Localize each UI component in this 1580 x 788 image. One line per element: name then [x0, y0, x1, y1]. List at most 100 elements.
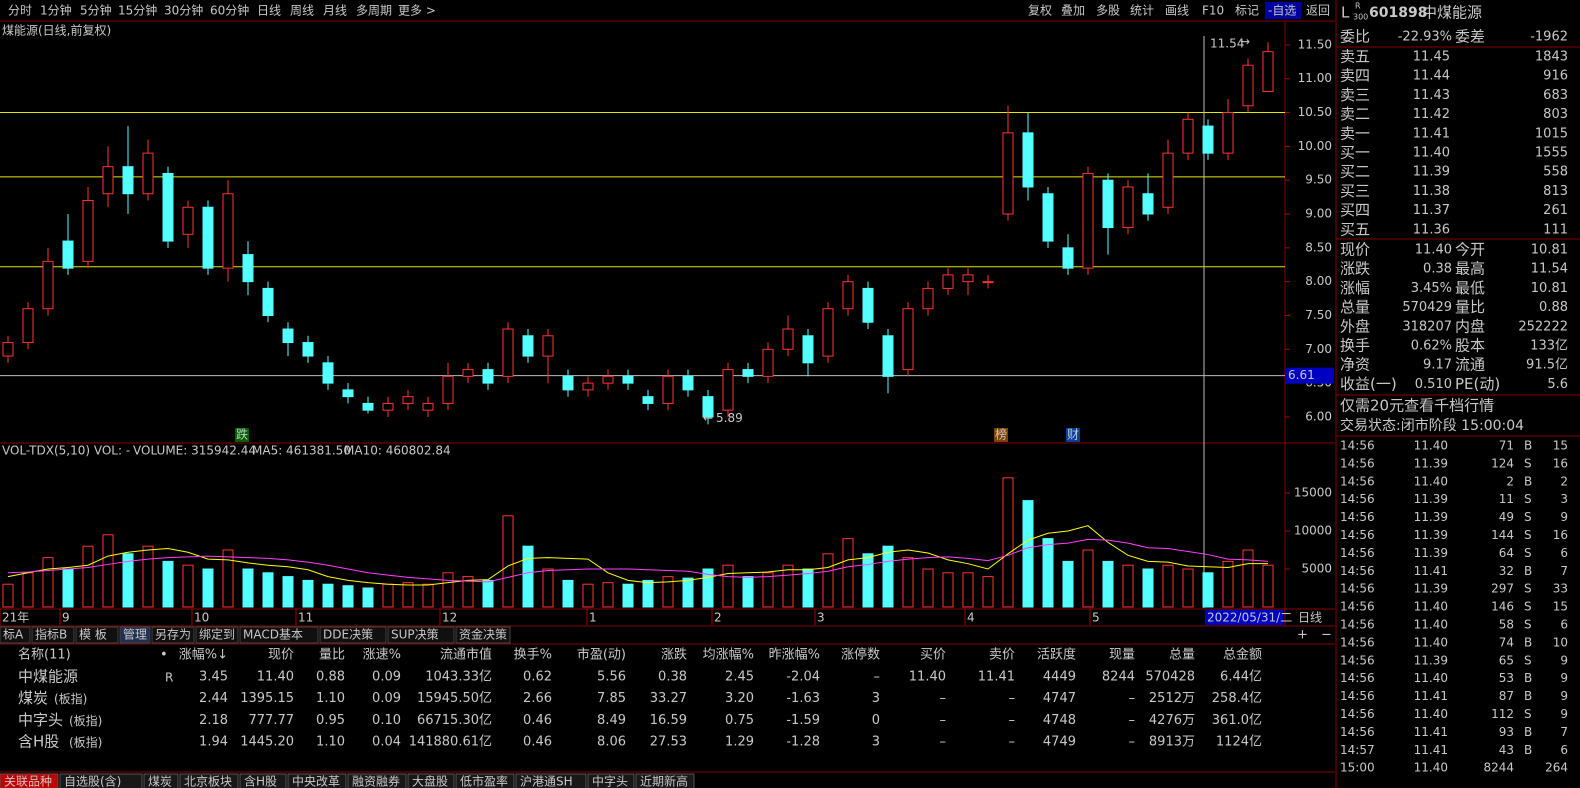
- table-header: 名称(11): [18, 647, 71, 663]
- volume-bar: [82, 545, 94, 608]
- tab-bg: [31, 626, 75, 644]
- toolbar-button[interactable]: 叠加: [1061, 4, 1085, 18]
- volume-bar: [162, 560, 174, 608]
- tick-volume: 2: [1506, 474, 1514, 488]
- toolbar-button[interactable]: 统计: [1130, 4, 1154, 18]
- tick-volume: 65: [1499, 653, 1514, 667]
- period-tab[interactable]: 周线: [290, 4, 314, 18]
- period-tab[interactable]: 日线: [257, 4, 281, 18]
- bottom-tab[interactable]: 关联品种: [4, 775, 52, 788]
- tab-bg: [0, 626, 31, 644]
- tick-time: 14:56: [1340, 635, 1375, 649]
- bottom-tab[interactable]: 融资融券: [352, 774, 400, 788]
- x-tick-label: 9: [62, 611, 70, 625]
- tick-volume: 144: [1491, 528, 1514, 542]
- volume-bar: [862, 553, 874, 608]
- toolbar-button[interactable]: F10: [1202, 4, 1224, 18]
- bottom-tab[interactable]: 低市盈率: [460, 774, 508, 788]
- tab[interactable]: 绑定到: [199, 627, 235, 642]
- tab[interactable]: DDE决策: [323, 628, 373, 642]
- tab-control[interactable]: +: [1297, 628, 1308, 643]
- row-name[interactable]: 含H股: [18, 733, 59, 751]
- stat-value: 5.6: [1547, 377, 1568, 392]
- bottom-tab[interactable]: 含H股: [244, 774, 277, 788]
- volume-bar: [782, 564, 794, 608]
- stat-label: 量比: [1455, 298, 1485, 316]
- marker-bg: [994, 428, 1008, 442]
- cell: 4749: [1043, 735, 1076, 750]
- toolbar-button[interactable]: 画线: [1165, 4, 1189, 18]
- tick-flag: S: [1524, 582, 1532, 596]
- period-tab[interactable]: 60分钟: [210, 3, 249, 18]
- y-tick-label: 9.00: [1305, 207, 1332, 221]
- stock-name: 中煤能源: [1422, 4, 1482, 22]
- toolbar-button[interactable]: 标记: [1235, 4, 1259, 18]
- notice[interactable]: 仅需20元查看千档行情: [1340, 397, 1494, 415]
- stat-label: 最高: [1455, 260, 1485, 278]
- tab[interactable]: 管理: [123, 627, 147, 642]
- period-tab[interactable]: 5分钟: [80, 3, 112, 18]
- toolbar-button[interactable]: -自选: [1268, 4, 1296, 18]
- volume-bar: [442, 572, 454, 608]
- tick-time: 14:56: [1340, 474, 1375, 488]
- row-name[interactable]: 中煤能源: [18, 668, 78, 686]
- tick-count: 15: [1553, 600, 1568, 614]
- toolbar-button[interactable]: 复权: [1028, 4, 1052, 18]
- period-tab[interactable]: 分时: [8, 4, 32, 18]
- candle-body: [642, 396, 654, 404]
- volume-bar: [522, 545, 534, 608]
- bottom-tab[interactable]: 沪港通SH: [520, 775, 573, 788]
- period-tab[interactable]: 30分钟: [164, 3, 203, 18]
- cell: –: [1009, 691, 1016, 706]
- row-name[interactable]: 煤炭: [18, 689, 48, 707]
- bottom-tab[interactable]: 大盘股: [412, 774, 448, 788]
- tab[interactable]: 资金决策: [459, 627, 507, 642]
- candle-body: [542, 335, 554, 357]
- tab-control[interactable]: −: [1321, 628, 1332, 643]
- volume-bar: [722, 564, 734, 608]
- tick-time: 14:56: [1340, 492, 1375, 506]
- tab[interactable]: 指标B: [35, 627, 67, 642]
- cell: 1.29: [725, 735, 754, 750]
- toolbar-button[interactable]: 多股: [1096, 4, 1120, 18]
- tab[interactable]: 另存为: [155, 628, 191, 642]
- cell: 0.10: [372, 713, 401, 728]
- period-tab[interactable]: 更多 >: [398, 4, 436, 18]
- cell: 141880.61亿: [409, 735, 492, 750]
- tick-flag: S: [1524, 600, 1532, 614]
- candle-body: [1102, 179, 1114, 229]
- period-tab[interactable]: 月线: [323, 4, 347, 18]
- bottom-tab[interactable]: 北京板块: [184, 775, 232, 788]
- candle-body: [1022, 132, 1034, 188]
- candle-body: [302, 342, 314, 357]
- period-tab[interactable]: 15分钟: [118, 3, 157, 18]
- row-name[interactable]: 中字头: [18, 711, 63, 729]
- tab[interactable]: SUP决策: [391, 628, 439, 642]
- bottom-tab[interactable]: 中字头: [592, 774, 628, 788]
- cell: 0.09: [372, 670, 401, 685]
- book-volume: 558: [1543, 165, 1568, 180]
- volume-bar: [682, 577, 694, 608]
- toolbar-button[interactable]: 返回: [1306, 4, 1330, 18]
- table-header: 涨速%: [363, 648, 401, 663]
- tick-price: 11.40: [1414, 635, 1448, 649]
- candle-body: [102, 166, 114, 195]
- bottom-tab[interactable]: 自选股(含): [64, 774, 121, 788]
- tab[interactable]: 标A: [3, 628, 24, 642]
- volume-bar: [262, 572, 274, 608]
- tab[interactable]: 模 板: [79, 628, 107, 642]
- period-tab[interactable]: 多周期: [356, 4, 392, 18]
- bottom-tab[interactable]: 煤炭: [148, 775, 172, 788]
- x-tick-label: 10: [194, 611, 209, 625]
- volume-bar: [842, 538, 854, 608]
- tab-bg: [151, 626, 195, 644]
- period-tab[interactable]: 1分钟: [40, 3, 72, 18]
- stat-value: 0.62%: [1411, 339, 1452, 354]
- candle-body: [942, 274, 954, 289]
- tick-price: 11.40: [1414, 600, 1448, 614]
- tab[interactable]: MACD基本: [243, 628, 303, 642]
- bottom-tab[interactable]: 近期新高: [640, 774, 688, 788]
- bottom-tab[interactable]: 中央改革: [292, 774, 340, 788]
- tick-flag: S: [1524, 528, 1532, 542]
- toolbar-bg: [0, 0, 1580, 20]
